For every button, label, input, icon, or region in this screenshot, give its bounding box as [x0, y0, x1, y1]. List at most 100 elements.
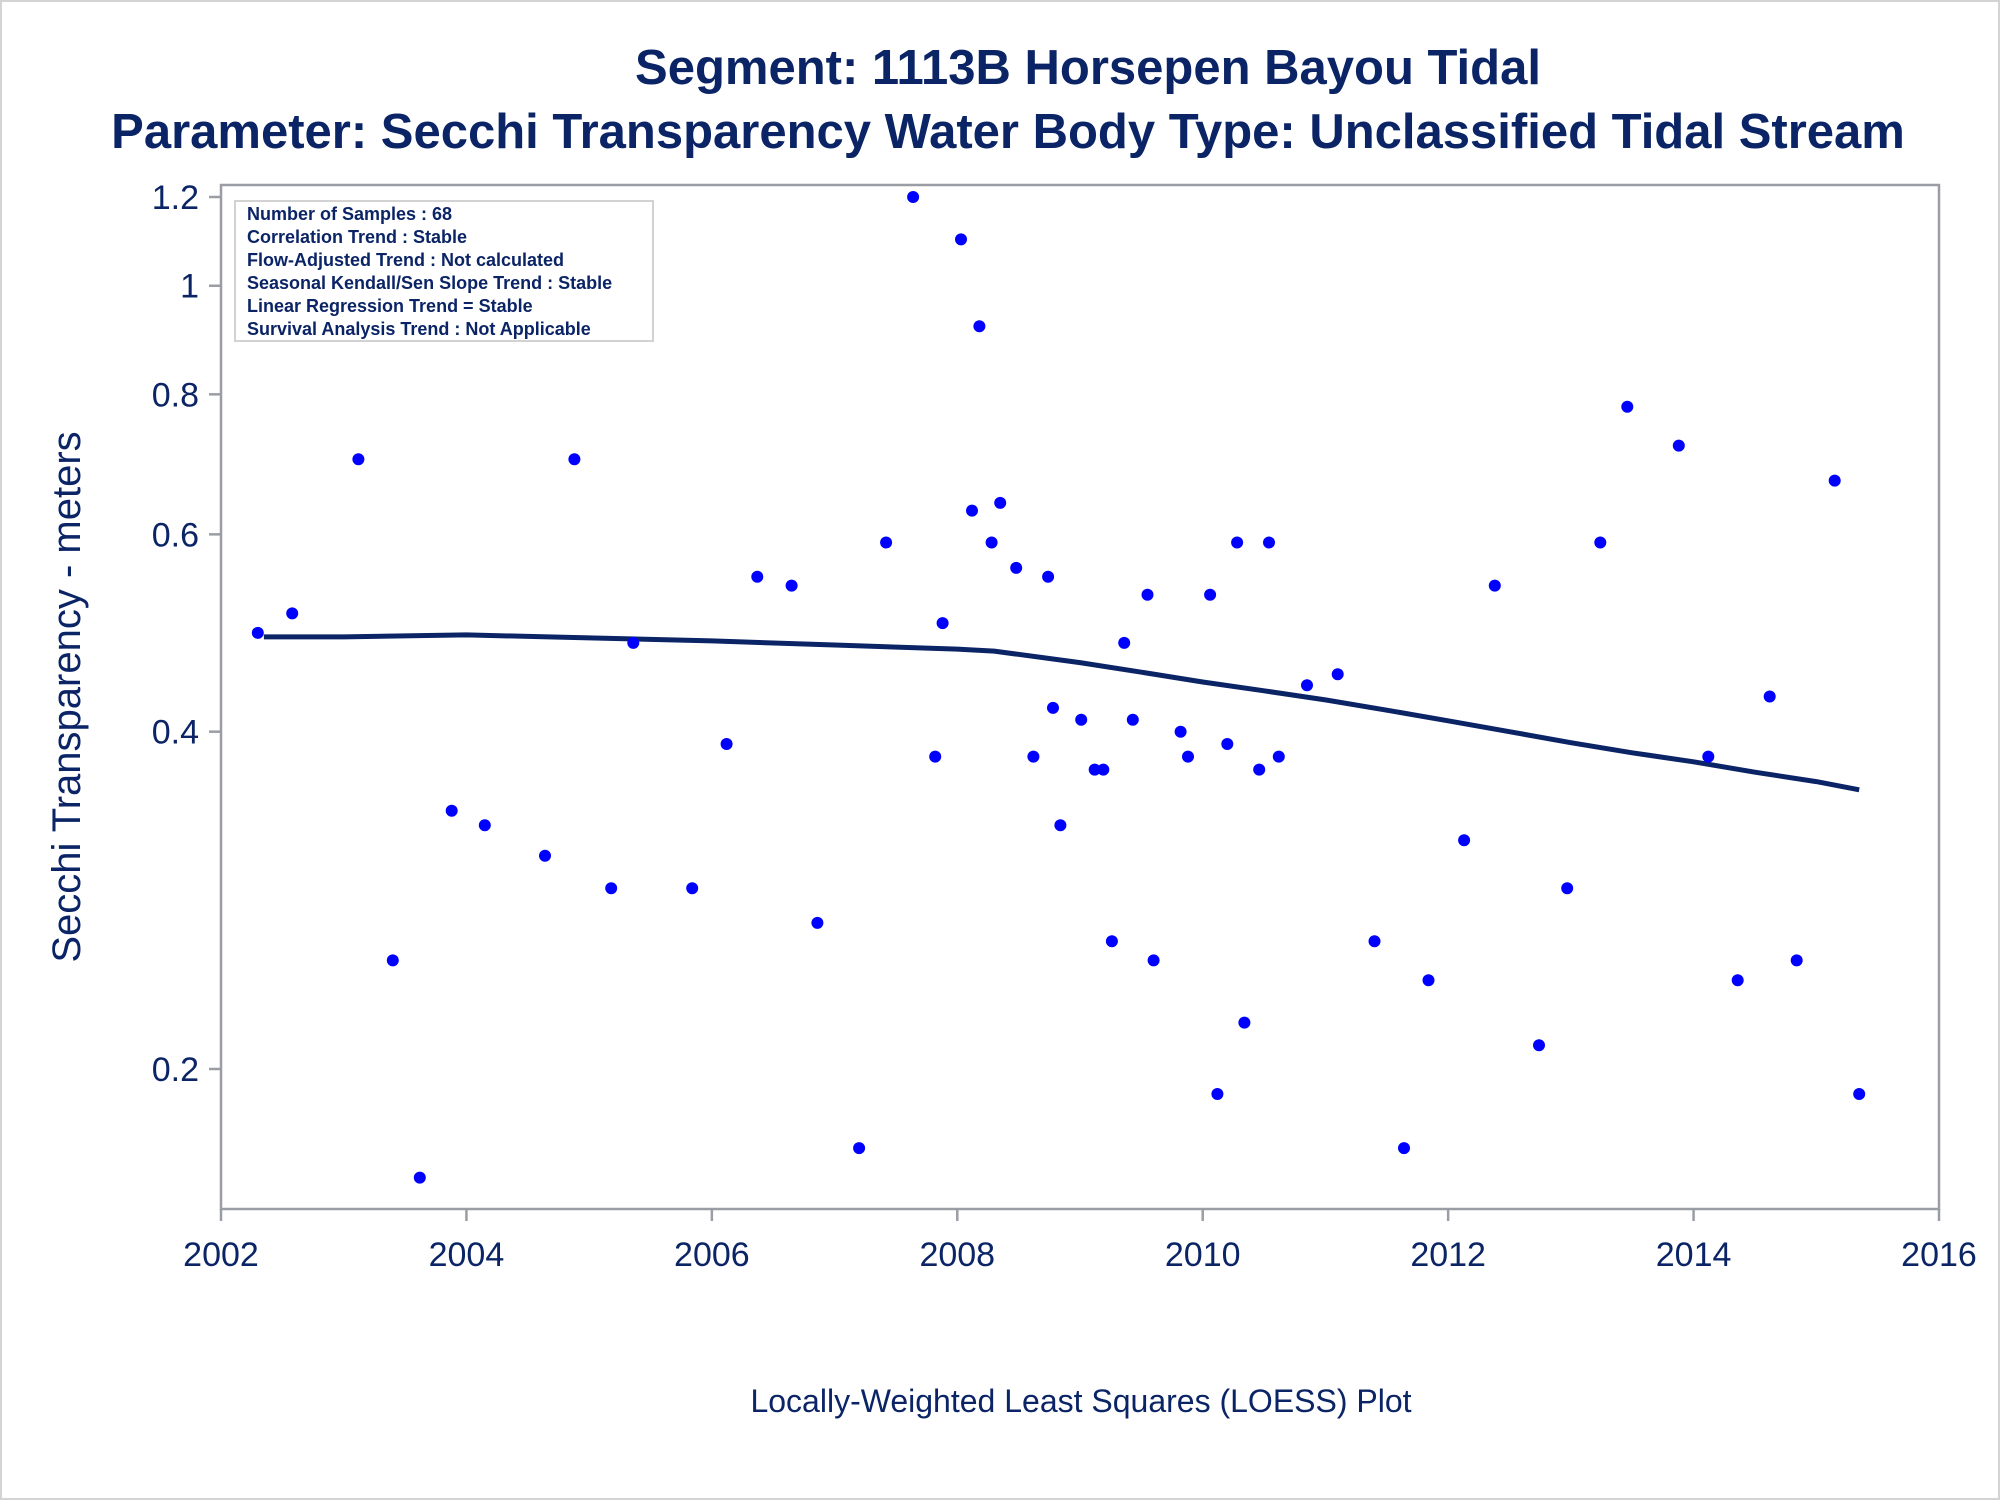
data-point [386, 954, 399, 967]
data-point [1147, 954, 1160, 967]
data-point [286, 607, 299, 620]
plot-area-frame [219, 183, 1941, 1211]
data-point [1594, 536, 1607, 549]
data-point [994, 496, 1007, 509]
data-point [1126, 713, 1139, 726]
data-point [880, 536, 893, 549]
data-point [720, 738, 733, 750]
data-point [1763, 690, 1776, 703]
y-tick-label: 0.8 [152, 376, 199, 414]
data-point [1075, 713, 1088, 726]
x-axis-ticks: 2002 2004 2006 2008 2010 2012 2014 2016 [183, 1209, 1977, 1274]
data-point [1672, 439, 1685, 452]
stats-box: Number of Samples : 68 Correlation Trend… [234, 200, 654, 342]
x-tick-label: 2012 [1410, 1236, 1486, 1274]
data-point [1621, 400, 1634, 413]
data-point [1231, 536, 1244, 549]
data-point [352, 453, 365, 466]
data-point [413, 1171, 426, 1184]
y-tick-label: 0.6 [152, 516, 199, 554]
data-point [1027, 750, 1040, 763]
data-point [1010, 561, 1023, 574]
data-point [1853, 1088, 1866, 1100]
stats-box-frame [234, 200, 654, 342]
data-point [966, 504, 978, 517]
data-point [605, 882, 618, 895]
data-point [686, 882, 699, 895]
data-point [1368, 935, 1381, 948]
y-tick-label: 0.4 [152, 714, 199, 752]
data-point [853, 1142, 866, 1155]
data-point [1047, 701, 1059, 714]
data-point [973, 320, 986, 333]
data-point [1828, 474, 1841, 487]
stat-line-flow-adjusted: Flow-Adjusted Trend : Not calculated [247, 250, 564, 270]
data-point [785, 579, 798, 592]
chart-footnote: Locally-Weighted Least Squares (LOESS) P… [750, 1383, 1411, 1419]
data-point [1118, 636, 1131, 649]
data-point [1272, 750, 1285, 763]
data-point [1702, 750, 1715, 763]
y-axis-label: Secchi Transparency - meters [45, 431, 89, 962]
y-tick-label: 0.2 [152, 1051, 199, 1089]
data-point [1105, 935, 1118, 948]
x-tick-label: 2014 [1656, 1236, 1732, 1274]
data-point [1204, 588, 1217, 601]
stat-line-seasonal-kendall: Seasonal Kendall/Sen Slope Trend : Stabl… [247, 273, 612, 293]
data-point [1790, 954, 1803, 967]
data-point [1174, 725, 1187, 738]
stat-line-samples: Number of Samples : 68 [247, 204, 452, 224]
data-point [1221, 738, 1234, 750]
loess-line-layer [263, 632, 1860, 793]
data-point [1263, 536, 1275, 549]
data-point [1182, 750, 1194, 763]
chart-title: Segment: 1113B Horsepen Bayou Tidal [635, 41, 1541, 95]
data-point [1238, 1016, 1251, 1029]
x-tick-label: 2006 [674, 1236, 750, 1274]
x-tick-label: 2016 [1901, 1236, 1977, 1274]
stat-line-linear-regression: Linear Regression Trend = Stable [247, 296, 533, 316]
data-point [1561, 882, 1574, 895]
data-point [1042, 570, 1055, 583]
x-tick-label: 2008 [919, 1236, 995, 1274]
data-point [1253, 763, 1266, 776]
data-point [539, 849, 551, 862]
stat-line-correlation: Correlation Trend : Stable [247, 227, 467, 247]
data-point [907, 191, 920, 203]
data-point [811, 916, 824, 929]
chart-subtitle: Parameter: Secchi Transparency Water Bod… [111, 105, 1905, 159]
data-point [445, 804, 458, 817]
data-point [251, 626, 264, 639]
data-point [929, 750, 942, 763]
y-tick-label: 1 [180, 268, 199, 306]
data-point [1533, 1039, 1545, 1052]
x-tick-label: 2010 [1165, 1236, 1241, 1274]
data-point [478, 819, 491, 832]
data-point [1731, 974, 1744, 987]
scatter-points-layer [251, 191, 1866, 1184]
data-point [627, 636, 640, 649]
data-point [1097, 763, 1110, 776]
data-point [1211, 1088, 1224, 1100]
data-point [1488, 579, 1501, 592]
x-tick-label: 2002 [183, 1236, 259, 1274]
y-tick-label: 1.2 [152, 179, 199, 217]
stat-line-survival-analysis: Survival Analysis Trend : Not Applicable [247, 319, 591, 339]
data-point [1301, 679, 1313, 692]
data-point [1422, 974, 1435, 987]
data-point [985, 536, 998, 549]
data-point [1458, 834, 1471, 847]
data-point [1088, 763, 1101, 776]
y-axis-ticks: 0.2 0.4 0.6 0.8 1 1.2 [152, 179, 221, 1089]
data-point [955, 233, 967, 246]
x-tick-label: 2004 [429, 1236, 505, 1274]
data-point [936, 617, 949, 630]
data-point [1398, 1142, 1410, 1155]
data-point [751, 570, 764, 583]
data-point [568, 453, 581, 466]
loess-trend-line [263, 632, 1860, 793]
data-point [1054, 819, 1067, 832]
data-point [1141, 588, 1154, 601]
data-point [1331, 668, 1344, 681]
